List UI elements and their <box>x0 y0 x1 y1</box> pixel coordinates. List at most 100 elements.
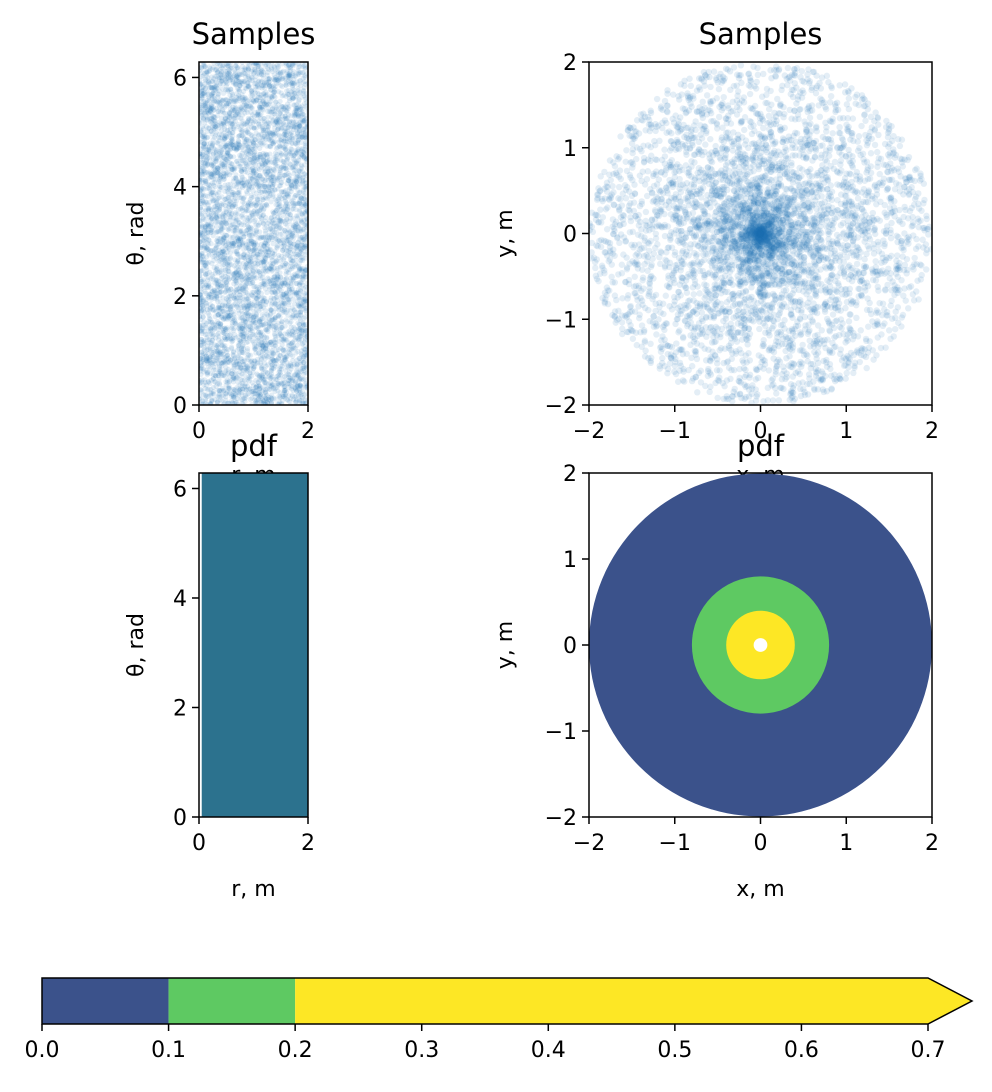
sample-point <box>208 144 215 150</box>
sample-point <box>231 175 237 182</box>
sample-point <box>274 302 280 308</box>
sample-point <box>221 136 227 143</box>
sample-point <box>302 117 308 123</box>
sample-point <box>265 401 271 405</box>
sample-point <box>214 399 220 405</box>
sample-point <box>249 328 255 334</box>
sample-point <box>230 318 236 324</box>
sample-point <box>212 253 218 259</box>
sample-point <box>302 130 308 136</box>
sample-point <box>269 106 275 112</box>
sample-point <box>292 107 299 113</box>
sample-point <box>224 151 230 157</box>
sample-point <box>200 88 206 94</box>
sample-point <box>289 265 295 272</box>
sample-point <box>280 104 286 110</box>
sample-point <box>227 86 234 92</box>
sample-point <box>266 66 272 73</box>
sample-point <box>212 183 218 190</box>
sample-point <box>219 221 225 227</box>
sample-point <box>296 296 303 303</box>
sample-point <box>253 171 259 177</box>
sample-point <box>286 122 292 128</box>
sample-point <box>216 207 222 214</box>
sample-point <box>215 320 221 326</box>
sample-point <box>286 98 293 104</box>
sample-point <box>269 95 275 101</box>
sample-point <box>201 62 207 68</box>
sample-point <box>241 337 247 344</box>
sample-point <box>296 252 302 258</box>
sample-point <box>237 326 244 332</box>
sample-point <box>227 304 233 311</box>
sample-point <box>262 286 269 292</box>
sample-point <box>259 140 265 146</box>
sample-point <box>258 372 265 378</box>
sample-point <box>270 290 276 296</box>
sample-point <box>256 70 262 76</box>
sample-point <box>252 119 259 125</box>
sample-point <box>243 339 250 346</box>
sample-point <box>263 201 269 207</box>
sample-point <box>280 257 287 263</box>
sample-point <box>204 347 210 353</box>
sample-point <box>284 167 290 173</box>
sample-point <box>227 146 234 152</box>
sample-point <box>247 396 253 402</box>
sample-point <box>229 121 235 127</box>
sample-point <box>224 281 230 287</box>
sample-point <box>296 78 303 84</box>
sample-point <box>269 365 275 371</box>
sample-point <box>211 216 218 222</box>
sample-point <box>257 235 263 241</box>
sample-point <box>233 184 240 190</box>
sample-point <box>302 162 308 168</box>
sample-point <box>293 272 299 279</box>
sample-point <box>231 73 237 79</box>
sample-point <box>216 312 222 318</box>
sample-point <box>277 331 283 337</box>
sample-point <box>200 149 206 155</box>
sample-point <box>255 109 261 116</box>
sample-point <box>209 116 215 122</box>
sample-point <box>276 89 282 95</box>
sample-point <box>283 62 289 68</box>
sample-point <box>300 286 306 292</box>
sample-point <box>216 337 222 343</box>
sample-point <box>270 220 276 226</box>
sample-point <box>248 224 254 230</box>
sample-point <box>208 390 214 396</box>
sample-point <box>220 255 226 261</box>
sample-point <box>291 329 298 336</box>
sample-point <box>230 104 236 110</box>
sample-point <box>223 284 229 290</box>
sample-point <box>239 213 245 219</box>
sample-point <box>279 196 285 202</box>
sample-point <box>231 362 237 368</box>
sample-point <box>208 215 215 221</box>
sample-point <box>211 113 217 120</box>
sample-point <box>248 301 254 307</box>
sample-point <box>227 120 234 126</box>
sample-point <box>273 260 279 266</box>
sample-point <box>286 253 292 259</box>
sample-point <box>270 179 276 185</box>
sample-point <box>242 101 248 107</box>
sample-point <box>297 326 303 332</box>
sample-point <box>301 306 307 312</box>
sample-point <box>225 255 231 261</box>
sample-point <box>233 295 239 301</box>
sample-point <box>211 192 217 199</box>
sample-point <box>258 189 264 195</box>
sample-point <box>243 149 249 155</box>
sample-point <box>226 355 232 361</box>
sample-point <box>226 110 233 116</box>
sample-point <box>287 253 293 260</box>
sample-point <box>213 105 220 111</box>
sample-point <box>297 242 303 249</box>
sample-point <box>294 228 301 234</box>
sample-point <box>199 108 205 115</box>
sample-point <box>247 281 253 287</box>
sample-point <box>206 250 212 256</box>
sample-point <box>216 391 222 397</box>
